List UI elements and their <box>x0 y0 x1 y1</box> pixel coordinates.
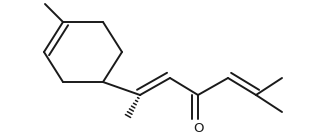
Text: O: O <box>193 122 203 132</box>
